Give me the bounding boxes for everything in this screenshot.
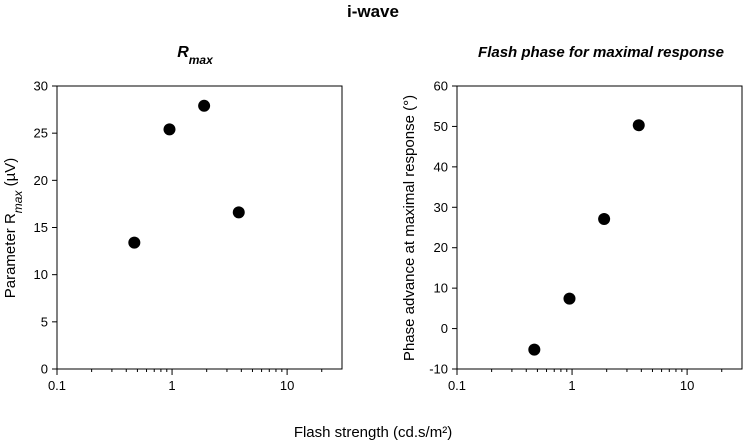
rmax-x-tick-label: 0.1: [48, 378, 66, 393]
rmax-y-tick-label: 30: [34, 79, 48, 94]
rmax-x-tick-label: 10: [280, 378, 294, 393]
rmax-y-tick-label: 20: [34, 173, 48, 188]
phase-y-tick-label: 0: [441, 321, 448, 336]
rmax-data-point: [128, 236, 141, 249]
rmax-y-tick-label: 15: [34, 220, 48, 235]
phase-y-tick-label: 10: [434, 281, 448, 296]
phase-data-point: [598, 213, 611, 226]
phase-data-point: [632, 119, 645, 132]
rmax-data-point: [198, 99, 211, 112]
phase-y-tick-label: 60: [434, 79, 448, 94]
phase-x-tick-label: 0.1: [448, 378, 466, 393]
phase-plot-frame: [456, 85, 743, 370]
phase-data-point: [528, 343, 541, 356]
rmax-data-point: [163, 123, 176, 136]
figure-title: i-wave: [347, 2, 399, 21]
phase-x-tick-label: 1: [568, 378, 575, 393]
phase-y-tick-label: -10: [429, 362, 448, 377]
rmax-y-tick-label: 25: [34, 126, 48, 141]
phase-chart-title: Flash phase for maximal response: [478, 44, 724, 61]
rmax-x-tick-label: 1: [168, 378, 175, 393]
phase-y-tick-label: 50: [434, 119, 448, 134]
rmax-y-tick-label: 5: [41, 314, 48, 329]
rmax-y-tick-label: 10: [34, 267, 48, 282]
phase-y-tick-label: 20: [434, 240, 448, 255]
x-axis-label: Flash strength (cd.s/m²): [293, 424, 453, 441]
phase-x-tick-label: 10: [680, 378, 694, 393]
rmax-y-tick-label: 0: [41, 362, 48, 377]
phase-y-axis-label: Phase advance at maximal response (°): [401, 95, 418, 361]
phase-y-tick-label: 30: [434, 200, 448, 215]
rmax-data-point: [232, 206, 245, 219]
phase-y-tick-label: 40: [434, 159, 448, 174]
phase-data-point: [563, 292, 576, 305]
